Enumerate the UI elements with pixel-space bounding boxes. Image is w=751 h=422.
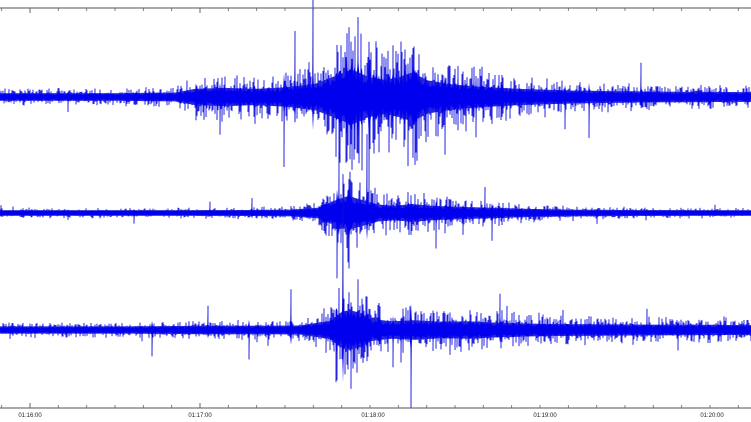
trace-group-trace-3[interactable] xyxy=(0,174,751,409)
trace-core-trace-3 xyxy=(0,277,751,383)
axis-tick-label-3: 01:19:00 xyxy=(533,413,557,419)
trace-group-trace-1[interactable] xyxy=(0,0,751,202)
trace-group-trace-2[interactable] xyxy=(0,134,751,279)
trace-core-trace-2 xyxy=(0,185,751,241)
axis-tick-label-0: 01:16:00 xyxy=(18,413,42,419)
trace-line-trace-3 xyxy=(0,174,751,409)
axis-tick-label-1: 01:17:00 xyxy=(188,413,212,419)
time-axis[interactable]: 01:16:00 01:17:00 01:18:00 01:19:00 01:20:00 xyxy=(0,7,751,419)
axis-tick-label-2: 01:18:00 xyxy=(361,413,385,419)
trace-line-trace-1 xyxy=(0,0,751,201)
trace-core-trace-1 xyxy=(0,49,751,145)
axis-tick-label-4: 01:20:00 xyxy=(700,413,724,419)
trace-line-trace-2 xyxy=(0,134,751,279)
